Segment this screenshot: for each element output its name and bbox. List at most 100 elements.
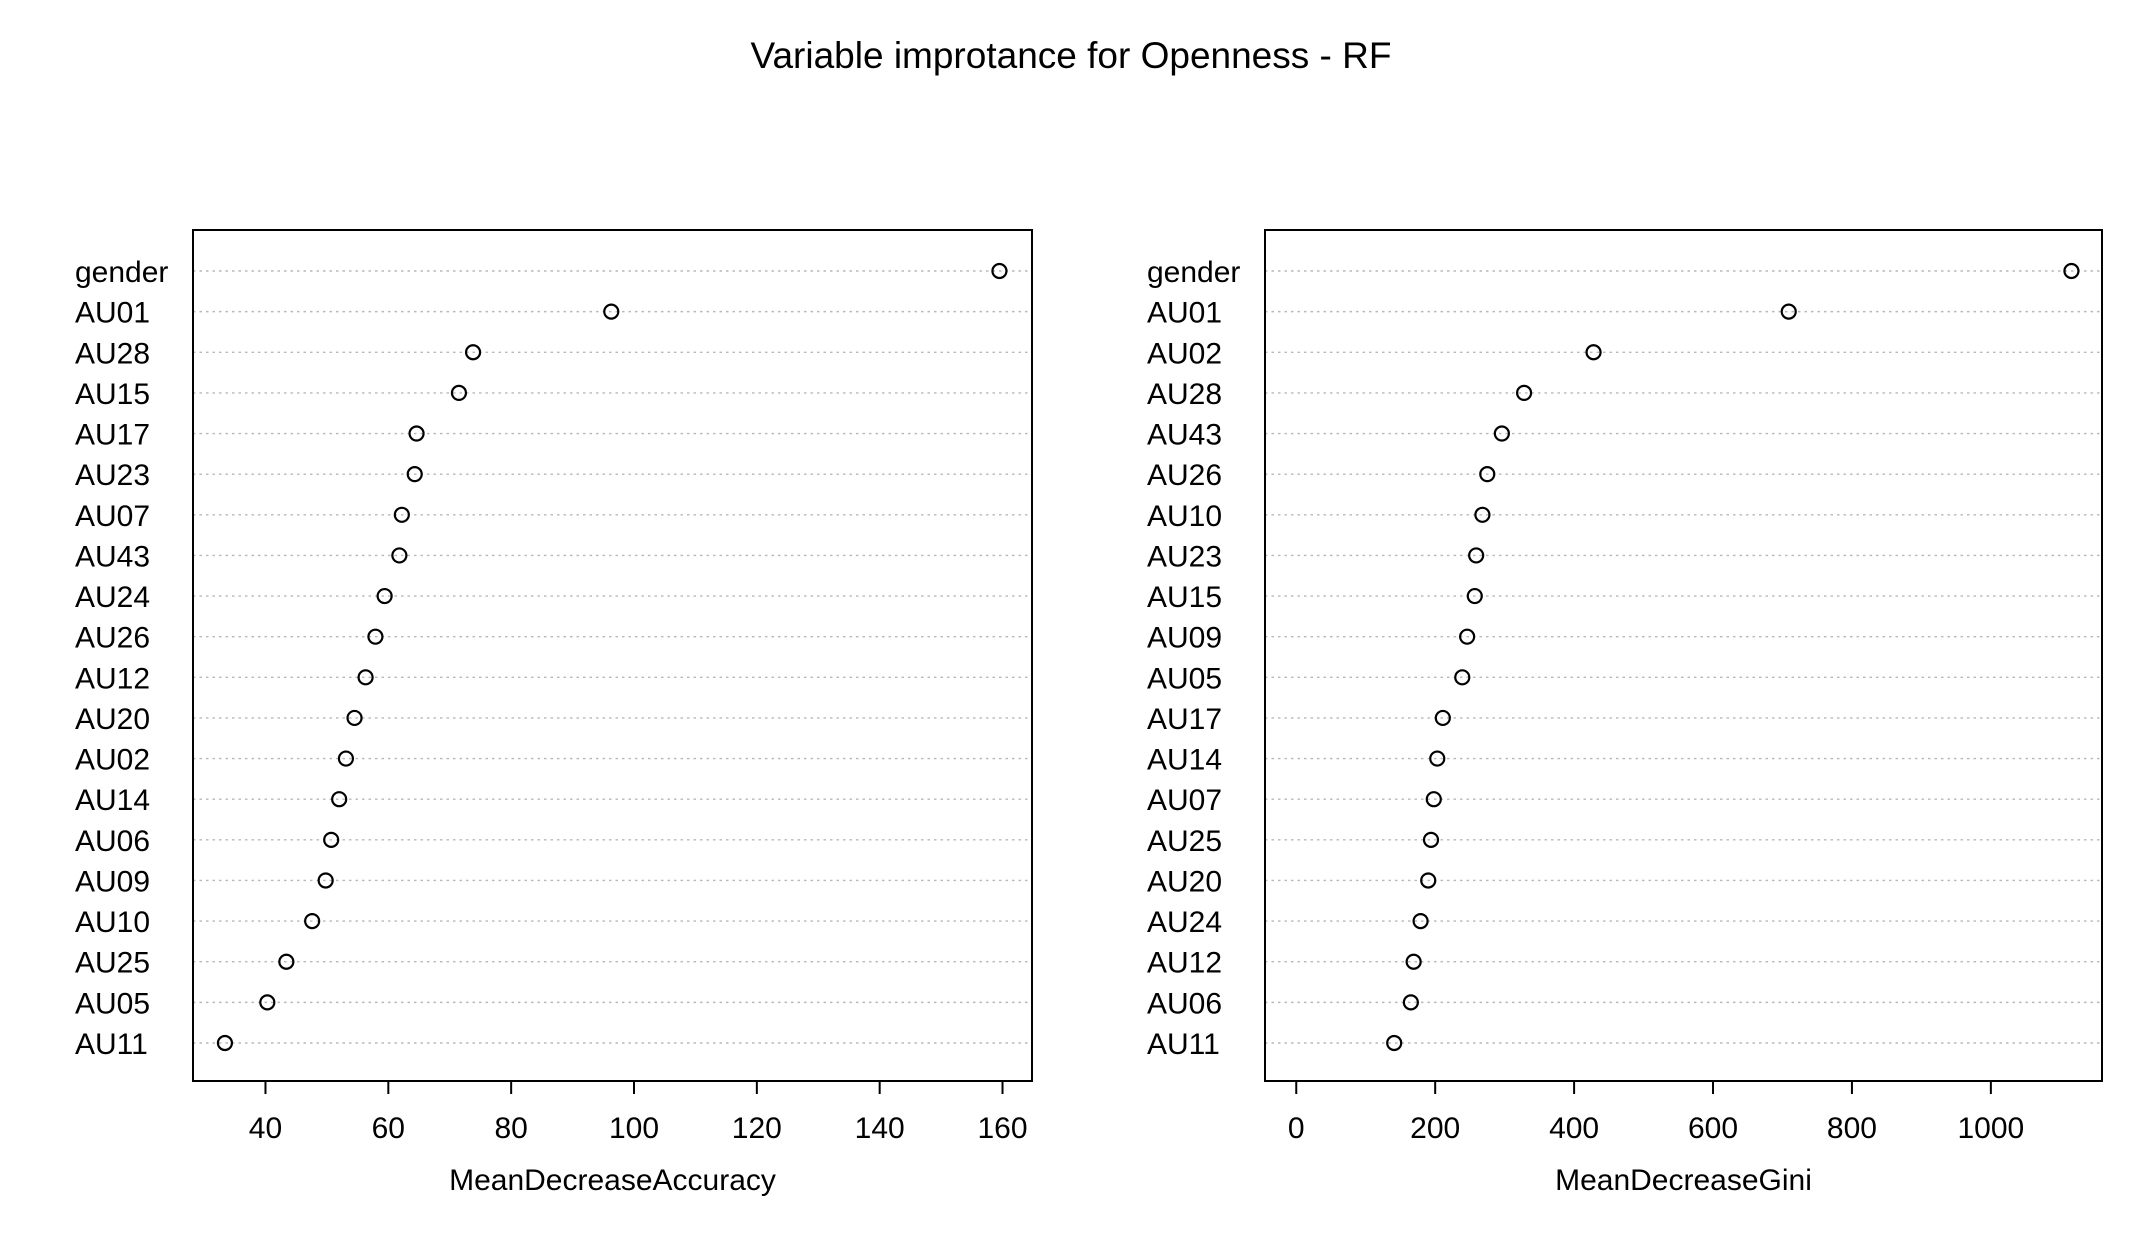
variable-label: AU26 <box>1147 459 1222 492</box>
data-point <box>346 709 363 727</box>
data-point <box>1479 466 1496 483</box>
data-point <box>1422 831 1440 848</box>
data-point <box>1420 872 1437 889</box>
data-point <box>1468 547 1485 564</box>
x-tick-label: 200 <box>1410 1112 1460 1145</box>
variable-label: AU12 <box>1147 947 1222 980</box>
variable-label: AU20 <box>75 703 150 736</box>
data-point <box>357 669 374 686</box>
panel-mean-decrease-gini: gender AU01 AU02 AU28 AU43 AU26 AU10 AU23 AU15 AU… <box>1147 229 2103 1197</box>
data-point <box>337 750 355 767</box>
variable-label: gender <box>1147 256 1240 289</box>
plot-frame <box>1264 229 2103 1082</box>
variable-label: AU11 <box>1147 1028 1220 1061</box>
data-point <box>450 384 468 401</box>
x-tick-label: 40 <box>249 1112 282 1145</box>
data-point <box>1474 506 1491 523</box>
variable-label: AU14 <box>75 784 150 817</box>
variable-label: gender <box>75 256 168 289</box>
variable-label: AU11 <box>75 1028 148 1061</box>
variable-label: AU28 <box>75 337 150 370</box>
variable-label: AU05 <box>1147 662 1222 695</box>
data-point <box>603 303 620 320</box>
variable-label: AU43 <box>1147 419 1222 452</box>
data-point <box>1402 994 1419 1011</box>
variable-label: AU17 <box>1147 703 1222 736</box>
variable-label: AU09 <box>75 865 150 898</box>
variable-label: AU20 <box>1147 865 1222 898</box>
x-axis-title: MeanDecreaseAccuracy <box>449 1164 776 1197</box>
x-tick-label: 100 <box>609 1112 659 1145</box>
data-point <box>1412 913 1429 930</box>
variable-label: AU24 <box>1147 906 1222 939</box>
variable-label: AU23 <box>1147 540 1222 573</box>
data-point <box>1466 587 1483 605</box>
data-point <box>393 506 410 523</box>
variable-label: AU24 <box>75 581 150 614</box>
data-point <box>1459 628 1476 645</box>
variable-label: AU01 <box>75 297 150 330</box>
x-tick-label: 60 <box>372 1112 405 1145</box>
data-point <box>1429 750 1446 767</box>
variable-label: AU17 <box>75 419 150 452</box>
x-tick-label: 140 <box>855 1112 905 1145</box>
data-point <box>1585 344 1602 361</box>
variable-label: AU02 <box>75 744 150 777</box>
chart-title: Variable improtance for Openness - RF <box>751 35 1392 76</box>
data-point <box>406 466 423 483</box>
x-tick-label: 600 <box>1688 1112 1738 1145</box>
data-point <box>408 425 425 442</box>
x-tick-label: 80 <box>494 1112 527 1145</box>
x-tick-label: 160 <box>977 1112 1027 1145</box>
data-point <box>278 953 295 970</box>
data-point <box>376 587 393 605</box>
x-tick-label: 0 <box>1288 1112 1305 1145</box>
data-point <box>1434 709 1451 727</box>
data-point <box>391 547 408 564</box>
x-tick-label: 400 <box>1549 1112 1599 1145</box>
variable-label: AU01 <box>1147 297 1222 330</box>
data-point <box>1425 791 1442 808</box>
variable-label: AU43 <box>75 540 150 573</box>
data-point <box>323 831 340 848</box>
variable-label: AU25 <box>75 947 150 980</box>
x-tick-label: 120 <box>732 1112 782 1145</box>
data-point <box>1386 1034 1403 1052</box>
variable-label: AU28 <box>1147 378 1222 411</box>
variable-label: AU15 <box>75 378 150 411</box>
variable-label: AU09 <box>1147 622 1222 655</box>
data-point <box>216 1034 234 1052</box>
data-point <box>1515 384 1533 401</box>
variable-label: AU15 <box>1147 581 1222 614</box>
panel-mean-decrease-accuracy: gender AU01 AU28 AU15 AU17 AU23 AU07 AU43 AU24 AU… <box>75 229 1033 1197</box>
x-axis-title: MeanDecreaseGini <box>1555 1164 1812 1197</box>
data-point <box>317 872 334 889</box>
variable-label: AU07 <box>1147 784 1222 817</box>
data-point <box>991 262 1008 280</box>
data-point <box>304 913 321 930</box>
x-tick-label: 1000 <box>1957 1112 2024 1145</box>
variable-label: AU06 <box>1147 987 1222 1020</box>
data-point <box>1493 425 1510 442</box>
variable-label: AU06 <box>75 825 150 858</box>
data-point <box>1405 953 1422 970</box>
x-tick-label: 800 <box>1827 1112 1877 1145</box>
variable-label: AU07 <box>75 500 150 533</box>
variable-label: AU02 <box>1147 337 1222 370</box>
variable-label: AU10 <box>75 906 150 939</box>
data-point <box>2063 262 2080 280</box>
variable-label: AU23 <box>75 459 150 492</box>
data-point <box>464 344 482 361</box>
variable-label: AU10 <box>1147 500 1222 533</box>
variable-label: AU14 <box>1147 744 1222 777</box>
data-point <box>1780 303 1797 320</box>
data-point <box>1454 669 1471 686</box>
data-point <box>259 994 276 1011</box>
data-point <box>331 791 348 808</box>
variable-label: AU05 <box>75 987 150 1020</box>
variable-label: AU25 <box>1147 825 1222 858</box>
data-point <box>367 628 384 645</box>
plot-frame <box>192 229 1033 1082</box>
